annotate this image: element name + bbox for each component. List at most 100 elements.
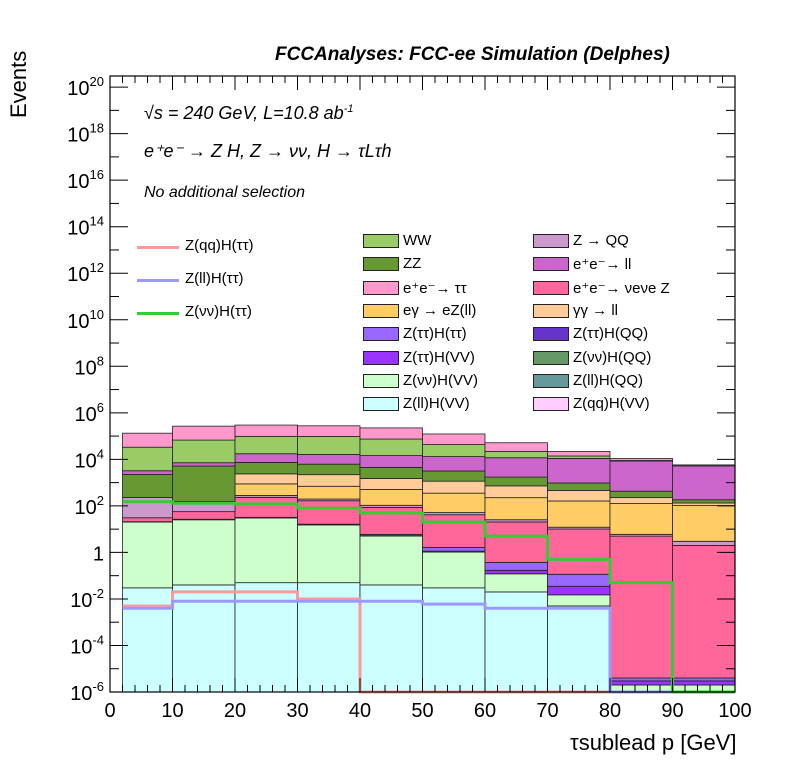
bar-11-2 bbox=[234, 424, 298, 437]
legend-label: Z → QQ bbox=[573, 232, 629, 249]
bar-6-2 bbox=[234, 483, 298, 496]
bar-11-4 bbox=[359, 427, 423, 440]
y-tick-label: 10-4 bbox=[70, 632, 104, 658]
bar-1-5 bbox=[422, 551, 486, 589]
legend-label: e⁺e⁻→ νeνe Z bbox=[573, 279, 670, 297]
bar-8-0 bbox=[122, 474, 173, 498]
legend-label: e⁺e⁻→ ττ bbox=[403, 279, 467, 297]
chart-title: FCCAnalyses: FCC-ee Simulation (Delphes) bbox=[275, 44, 670, 65]
bar-1-0 bbox=[122, 521, 173, 589]
bar-8-4 bbox=[359, 467, 423, 479]
bar-9-7 bbox=[547, 458, 611, 484]
bar-4-9 bbox=[672, 545, 736, 679]
bar-8-5 bbox=[422, 470, 486, 482]
legend-swatch bbox=[363, 303, 399, 318]
y-axis-title: Events bbox=[6, 50, 31, 118]
legend-label: Z(ττ)H(ττ) bbox=[403, 325, 467, 343]
legend-label: Z(ll)H(VV) bbox=[403, 395, 470, 413]
bar-9-1 bbox=[172, 462, 236, 467]
legend-line-swatch bbox=[137, 312, 179, 315]
bar-4-7 bbox=[547, 528, 611, 575]
x-tick-label: 30 bbox=[286, 700, 308, 722]
energy-lumi-label: √s = 240 GeV, L=10.8 ab-1 bbox=[144, 103, 354, 123]
legend-label: ZZ bbox=[403, 255, 422, 273]
bar-9-4 bbox=[359, 455, 423, 468]
y-tick-label: 10-6 bbox=[70, 679, 104, 705]
bar-3-8 bbox=[609, 677, 673, 682]
bar-6-5 bbox=[422, 492, 486, 513]
bar-0-2 bbox=[234, 582, 298, 693]
bar-7-7 bbox=[547, 490, 611, 502]
legend-line-label: Z(ll)H(ττ) bbox=[185, 270, 244, 287]
bar-8-1 bbox=[172, 465, 236, 502]
bar-5-9 bbox=[672, 540, 736, 546]
bar-1-6 bbox=[484, 573, 548, 593]
bar-8-8 bbox=[609, 490, 673, 499]
legend-line-label: Z(νν)H(ττ) bbox=[185, 303, 252, 320]
legend-label: Z(ττ)H(QQ) bbox=[573, 325, 649, 343]
bar-0-4 bbox=[359, 584, 423, 693]
x-tick-label: 60 bbox=[474, 700, 496, 722]
legend-swatch bbox=[533, 373, 569, 388]
y-tick-label: 1010 bbox=[67, 307, 104, 333]
bar-10-5 bbox=[422, 444, 486, 457]
bar-6-7 bbox=[547, 500, 611, 528]
legend-label: WW bbox=[403, 232, 432, 249]
bar-2-6 bbox=[484, 569, 548, 575]
bar-11-0 bbox=[122, 432, 173, 448]
bar-7-2 bbox=[234, 473, 298, 485]
legend-swatch bbox=[533, 303, 569, 318]
x-tick-label: 50 bbox=[411, 700, 433, 722]
bar-4-1 bbox=[172, 511, 236, 520]
bar-8-9 bbox=[672, 499, 736, 504]
y-tick-label: 10-2 bbox=[70, 586, 104, 612]
bar-2-9 bbox=[672, 680, 736, 686]
legend-swatch bbox=[363, 350, 399, 365]
y-tick-label: 1016 bbox=[67, 167, 104, 193]
legend-swatch bbox=[363, 397, 399, 412]
bar-7-6 bbox=[484, 485, 548, 499]
x-tick-label: 80 bbox=[599, 700, 621, 722]
bar-10-6 bbox=[484, 451, 548, 459]
bar-11-6 bbox=[484, 442, 548, 452]
bar-11-1 bbox=[172, 425, 236, 441]
bar-8-6 bbox=[484, 476, 548, 487]
bar-4-6 bbox=[484, 521, 548, 563]
legend-swatch bbox=[363, 373, 399, 388]
bar-11-9 bbox=[672, 464, 736, 467]
bar-1-1 bbox=[172, 519, 236, 586]
bar-3-5 bbox=[422, 547, 486, 552]
bar-4-5 bbox=[422, 514, 486, 548]
legend-swatch bbox=[533, 234, 569, 248]
legend-line-swatch bbox=[137, 279, 179, 282]
bar-0-7 bbox=[547, 605, 611, 693]
bar-8-2 bbox=[234, 462, 298, 475]
bar-6-3 bbox=[297, 485, 361, 500]
bar-9-6 bbox=[484, 457, 548, 478]
bar-2-8 bbox=[609, 680, 673, 686]
bar-8-3 bbox=[297, 463, 361, 476]
bar-3-6 bbox=[484, 562, 548, 571]
bar-7-5 bbox=[422, 480, 486, 494]
y-tick-label: 102 bbox=[75, 493, 104, 519]
axes: 0 10 20 30 40 50 60 70 80 90 10010-610-410-2110210… bbox=[67, 74, 751, 722]
x-tick-label: 100 bbox=[718, 700, 751, 722]
y-tick-label: 1020 bbox=[67, 74, 104, 100]
y-tick-label: 1018 bbox=[67, 121, 104, 147]
x-tick-label: 90 bbox=[661, 700, 683, 722]
bar-10-3 bbox=[297, 436, 361, 455]
legend-label: γγ → ll bbox=[573, 301, 618, 319]
legend-label: Z(qq)H(VV) bbox=[573, 395, 650, 413]
bar-6-4 bbox=[359, 489, 423, 506]
bar-1-3 bbox=[297, 524, 361, 584]
bar-1-4 bbox=[359, 535, 423, 586]
y-tick-label: 108 bbox=[75, 353, 104, 379]
bar-1-7 bbox=[547, 594, 611, 607]
line-series-2 bbox=[122, 500, 735, 694]
bar-10-4 bbox=[359, 438, 423, 456]
bar-9-5 bbox=[422, 456, 486, 472]
legend-swatch bbox=[533, 257, 569, 272]
bar-10-0 bbox=[122, 446, 173, 472]
bar-11-7 bbox=[547, 450, 611, 457]
